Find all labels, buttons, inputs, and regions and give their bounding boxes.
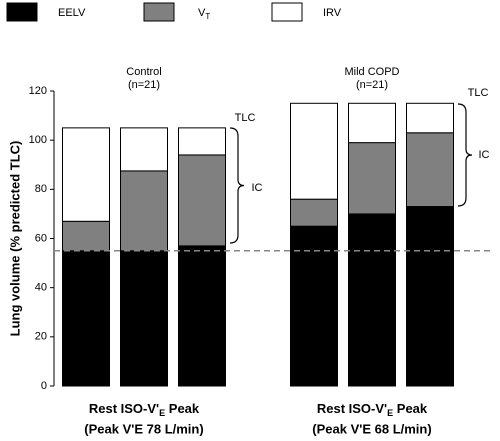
bar-segment — [120, 250, 168, 387]
y-tick-label: 80 — [35, 183, 47, 195]
legend-label: EELV — [58, 7, 86, 19]
y-tick-label: 100 — [29, 134, 47, 146]
brace — [457, 103, 473, 207]
bar-segment — [178, 127, 226, 156]
bar-segment — [62, 250, 110, 387]
group-note: (Peak V'E 78 L/min) — [84, 421, 203, 436]
bar-segment — [120, 127, 168, 172]
y-tick-label: 20 — [35, 331, 47, 343]
bar-segment — [406, 102, 454, 134]
group-label-text: Peak — [393, 401, 428, 416]
group-note: (Peak V'E 68 L/min) — [312, 421, 431, 436]
y-tick-label: 0 — [41, 380, 47, 392]
y-tick-label: 40 — [35, 282, 47, 294]
group-label-subscript: E — [387, 408, 393, 418]
group-title: Mild COPD — [344, 66, 399, 78]
bar-segment — [120, 170, 168, 252]
bar-segment — [348, 142, 396, 215]
bar-segment — [62, 220, 110, 252]
legend-text: EELV — [58, 7, 86, 19]
y-axis-label: Lung volume (% predicted TLC) — [7, 141, 22, 337]
group-title: Control — [126, 66, 161, 78]
bar-segment — [406, 132, 454, 208]
bar-segment — [348, 102, 396, 144]
bar-segment — [348, 213, 396, 387]
legend-label: VT — [198, 7, 210, 21]
bar-segment — [178, 154, 226, 247]
group-title: (n=21) — [356, 79, 388, 91]
bar-segment — [290, 198, 338, 227]
bar-segment — [178, 245, 226, 387]
y-tick-label: 60 — [35, 232, 47, 244]
annotation: IC — [479, 149, 490, 161]
group-label: Rest ISO-V'E Peak — [89, 401, 200, 418]
legend-subscript: T — [205, 12, 210, 21]
legend-swatch — [143, 2, 175, 22]
bar-segment — [406, 206, 454, 387]
bar-segment — [290, 225, 338, 387]
group-label: Rest ISO-V'E Peak — [317, 401, 428, 418]
legend-swatch — [6, 2, 38, 22]
legend-label: IRV — [323, 7, 342, 19]
brace — [229, 127, 245, 244]
bar-segment — [62, 127, 110, 222]
y-tick-label: 120 — [29, 85, 47, 97]
legend-text: V — [198, 7, 206, 19]
annotation: TLC — [235, 112, 256, 124]
group-title: (n=21) — [128, 79, 160, 91]
annotation: TLC — [468, 87, 489, 99]
group-label-text: Peak — [165, 401, 200, 416]
annotation: IC — [252, 182, 263, 194]
legend-swatch — [271, 2, 303, 22]
group-label-text: Rest ISO-V' — [89, 401, 159, 416]
bar-segment — [290, 102, 338, 200]
legend-text: IRV — [323, 7, 342, 19]
group-label-text: Rest ISO-V' — [317, 401, 387, 416]
group-label-subscript: E — [159, 408, 165, 418]
